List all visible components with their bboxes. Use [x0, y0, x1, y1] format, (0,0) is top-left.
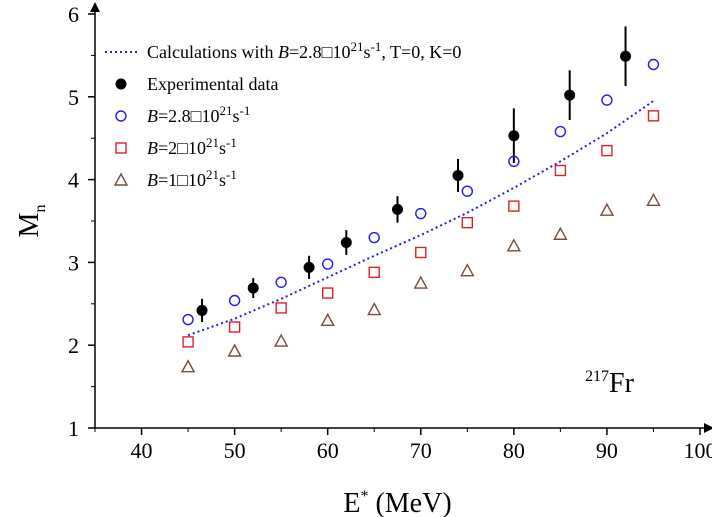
data-point: [247, 282, 259, 294]
data-point: [303, 261, 315, 273]
y-tick-label: 5: [68, 85, 79, 110]
legend-marker: [115, 142, 127, 154]
data-point: [647, 58, 660, 71]
legend-marker: [115, 110, 127, 122]
legend-marker: [115, 78, 127, 90]
data-point: [646, 192, 661, 206]
legend-label: B=1□1021s-1: [147, 167, 237, 190]
legend-item-0: Calculations with B=2.8□1021s-1, T=0, K=…: [105, 39, 461, 62]
x-tick-label: 100: [684, 438, 712, 463]
data-point: [367, 302, 382, 316]
x-tick-label: 60: [317, 438, 339, 463]
data-point: [228, 321, 241, 333]
data-point: [506, 238, 522, 252]
axes: 40 50 60 70 80 90 100 1 2 3 4 5 6 E* (MeV) Mn: [14, 2, 712, 517]
data-point: [182, 336, 194, 348]
data-point: [620, 50, 632, 62]
legend-label: B=2□1021s-1: [147, 135, 237, 158]
data-point: [227, 343, 242, 357]
legend-item-1: Experimental data: [115, 74, 278, 94]
data-point: [601, 144, 613, 157]
x-tick-label: 80: [503, 438, 525, 463]
data-point: [452, 169, 464, 181]
y-tick-label: 6: [68, 2, 79, 27]
legend-label: Experimental data: [147, 74, 278, 94]
data-point: [599, 202, 615, 216]
data-point: [180, 359, 196, 373]
data-point: [413, 275, 428, 289]
data-point: [508, 200, 520, 212]
data-point: [196, 304, 208, 316]
data-point: [508, 130, 520, 142]
data-point: [320, 312, 335, 327]
y-tick-label: 3: [68, 250, 79, 275]
x-tick-label: 50: [224, 438, 246, 463]
data-point: [392, 203, 403, 215]
data-point: [275, 302, 287, 314]
data-point: [554, 125, 567, 138]
legend: Calculations with B=2.8□1021s-1, T=0, K=…: [105, 39, 461, 190]
x-tick-label: 70: [410, 438, 432, 463]
y-tick-label: 4: [68, 168, 79, 193]
series-1: [196, 26, 632, 323]
nuclide-element: Fr: [609, 368, 635, 399]
legend-label: Calculations with B=2.8□1021s-1, T=0, K=…: [147, 39, 461, 62]
nuclide-mass-number: 217: [585, 368, 609, 385]
legend-item-2: B=2.8□1021s-1: [115, 103, 250, 126]
data-point: [553, 226, 568, 240]
data-point: [340, 237, 352, 249]
series-layer: [180, 26, 661, 373]
y-tick-label: 1: [68, 416, 79, 441]
data-point: [368, 266, 380, 279]
series-4: [180, 192, 661, 373]
x-axis-arrow: [704, 423, 712, 433]
x-tick-label: 40: [131, 438, 153, 463]
data-point: [601, 94, 613, 106]
series-2: [182, 58, 660, 326]
x-tick-label: 90: [596, 438, 618, 463]
data-point: [321, 258, 334, 270]
y-axis-title: Mn: [14, 205, 49, 238]
data-point: [228, 294, 241, 307]
data-point: [321, 287, 334, 299]
data-point: [275, 276, 287, 288]
y-axis-arrow: [90, 2, 100, 12]
data-point: [508, 155, 520, 168]
data-point: [461, 185, 474, 197]
data-point: [554, 164, 567, 177]
nuclide-annotation: 217Fr: [585, 368, 635, 399]
series-3: [182, 110, 660, 348]
data-point: [273, 333, 289, 347]
data-point: [647, 110, 660, 122]
data-point: [415, 207, 427, 220]
data-point: [415, 246, 427, 259]
data-point: [564, 89, 576, 101]
legend-item-4: B=1□1021s-1: [113, 167, 237, 190]
data-point: [460, 263, 475, 277]
x-axis-title: E* (MeV): [343, 488, 451, 517]
legend-marker: [113, 172, 129, 186]
data-point: [461, 216, 474, 229]
legend-item-3: B=2□1021s-1: [115, 135, 237, 158]
data-point: [368, 231, 380, 244]
legend-label: B=2.8□1021s-1: [147, 103, 250, 126]
y-tick-label: 2: [68, 333, 79, 358]
data-point: [182, 313, 194, 326]
